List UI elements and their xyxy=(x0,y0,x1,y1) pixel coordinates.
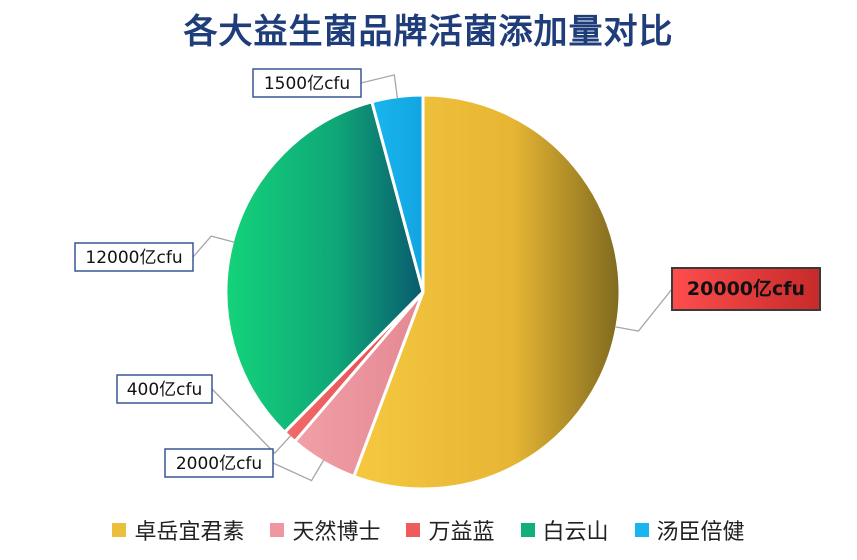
legend-swatch xyxy=(112,523,127,537)
data-label-box-4 xyxy=(74,242,194,272)
data-label-box-5 xyxy=(252,68,362,98)
legend-label: 汤臣倍健 xyxy=(656,520,745,545)
leader-line-5 xyxy=(360,74,399,99)
data-label-box-1 xyxy=(671,267,821,311)
leader-line-3 xyxy=(211,388,292,455)
legend-swatch xyxy=(520,523,535,537)
legend-swatch xyxy=(406,523,421,537)
legend-swatch xyxy=(634,523,649,537)
data-label-4: 12000亿cfu xyxy=(85,248,182,268)
data-label-3: 400亿cfu xyxy=(127,380,203,400)
data-label-box-3 xyxy=(116,374,213,404)
chart-title: 各大益生菌品牌活菌添加量对比 xyxy=(183,12,674,52)
data-label-box-2 xyxy=(164,448,274,478)
legend-swatch xyxy=(270,523,285,537)
data-label-2: 2000亿cfu xyxy=(176,454,262,474)
leader-line-2 xyxy=(272,459,325,482)
legend-label: 万益蓝 xyxy=(428,520,495,545)
leader-line-1 xyxy=(614,288,673,332)
data-label-1: 20000亿cfu xyxy=(687,277,805,300)
legend-label: 白云山 xyxy=(542,520,609,545)
legend-label: 天然博士 xyxy=(292,520,381,545)
legend-item-5: 汤臣倍健 xyxy=(634,514,745,546)
legend-item-1: 卓岳宜君素 xyxy=(112,514,244,546)
legend-item-4: 白云山 xyxy=(520,514,609,546)
legend-item-2: 天然博士 xyxy=(270,514,380,546)
leader-line-4 xyxy=(192,235,235,258)
legend-item-3: 万益蓝 xyxy=(406,514,495,546)
legend: 卓岳宜君素 天然博士 万益蓝 白云山 汤臣倍健 xyxy=(0,514,857,546)
legend-label: 卓岳宜君素 xyxy=(134,520,245,545)
data-label-5: 1500亿cfu xyxy=(264,74,350,94)
